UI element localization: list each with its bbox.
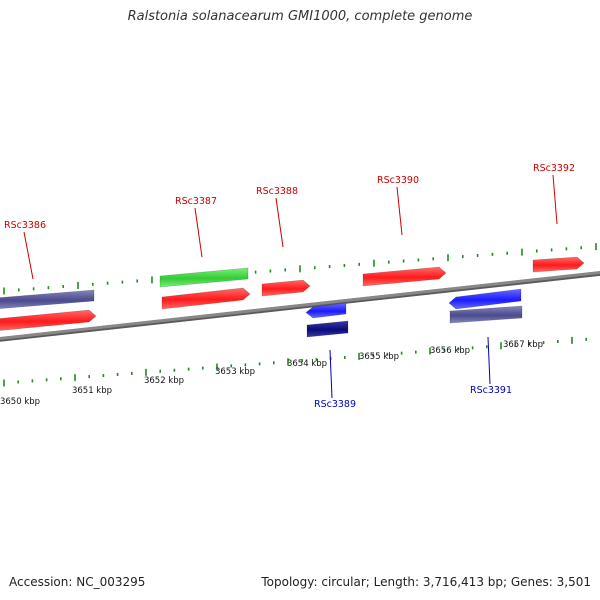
gene-arrow-rsc3392 [532,256,585,273]
gene-bar-rsc3389-lower [306,320,349,338]
label-leader-rsc3392 [552,174,558,225]
label-leader-rsc3386 [23,231,34,280]
gene-label-rsc3386: RSc3386 [4,220,46,231]
gene-arrow-rsc3389 [305,302,347,319]
map-title: Ralstonia solanacearum GMI1000, complete… [127,9,473,24]
scale-label: 3650 kbp [0,397,40,407]
accession-text: Accession: NC_003295 [9,575,146,589]
label-leader-rsc3390 [396,186,403,236]
scale-label: 3653 kbp [215,367,255,377]
scale-label: 3652 kbp [144,376,184,386]
gene-label-rsc3389: RSc3389 [314,399,356,410]
scale-label: 3656 kbp [430,346,470,356]
gene-arrow-rsc3386 [0,309,97,331]
label-leader-rsc3389 [329,349,333,399]
gene-arrow-rsc3387 [161,287,251,310]
gene-label-rsc3388: RSc3388 [256,186,298,197]
scale-label: 3651 kbp [72,386,112,396]
topology-summary: Topology: circular; Length: 3,716,413 bp… [261,575,591,589]
scale-label: 3655 kbp [359,352,399,362]
label-leader-rsc3388 [275,197,284,248]
gene-bar-rsc3391-lower [449,305,523,324]
gene-label-rsc3391: RSc3391 [470,385,512,396]
scale-label: 3657 kbp [503,340,543,350]
label-leader-rsc3391 [487,336,491,385]
scale-label: 3654 kbp [287,359,327,369]
gene-arrow-rsc3388 [261,279,311,297]
label-leader-rsc3387 [194,207,203,258]
gene-label-rsc3392: RSc3392 [533,163,575,174]
gene-arrow-rsc3390 [362,266,447,287]
gene-bar-rsc3386-upper [0,289,95,309]
gene-arrow-rsc3391 [448,288,522,310]
gene-bar-rsc3387-upper [159,267,249,288]
backbone-line [0,271,600,340]
gene-label-rsc3390: RSc3390 [377,175,419,186]
gene-label-rsc3387: RSc3387 [175,196,217,207]
